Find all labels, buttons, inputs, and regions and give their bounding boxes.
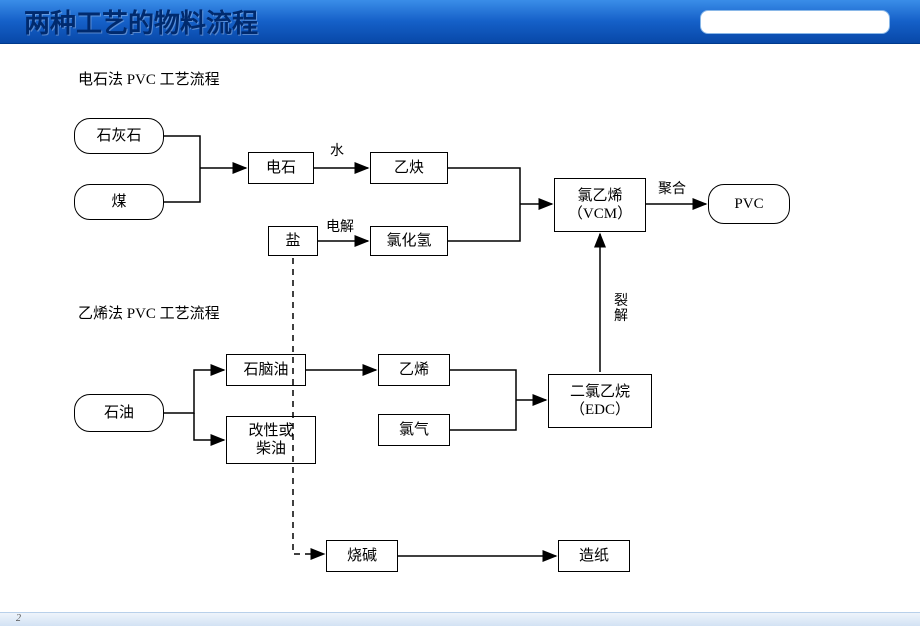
slide-title: 两种工艺的物料流程 [24, 3, 258, 40]
node-pvc: PVC [708, 184, 790, 224]
node-chlorine: 氯气 [378, 414, 450, 446]
node-modoil: 改性或 柴油 [226, 416, 316, 464]
node-limestone: 石灰石 [74, 118, 164, 154]
slide-header: 两种工艺的物料流程 [0, 0, 920, 44]
node-hcl: 氯化氢 [370, 226, 448, 256]
node-coal: 煤 [74, 184, 164, 220]
header-placeholder [700, 10, 890, 34]
node-naoh: 烧碱 [326, 540, 398, 572]
node-oil: 石油 [74, 394, 164, 432]
flowchart-diagram: 电石法 PVC 工艺流程 乙烯法 PVC 工艺流程 石灰石 煤 电石 乙炔 盐 … [0, 44, 920, 604]
node-acetylene: 乙炔 [370, 152, 448, 184]
edge-label-polymerize: 聚合 [658, 182, 686, 197]
edge-label-crack: 裂 解 [614, 294, 628, 325]
page-number: 2 [16, 613, 21, 624]
edge-label-water: 水 [330, 144, 344, 159]
edge-label-electrolysis: 电解 [326, 220, 354, 235]
node-paper: 造纸 [558, 540, 630, 572]
node-vcm: 氯乙烯 （VCM） [554, 178, 646, 232]
node-naphtha: 石脑油 [226, 354, 306, 386]
section-label-2: 乙烯法 PVC 工艺流程 [78, 302, 220, 323]
node-ethylene: 乙烯 [378, 354, 450, 386]
node-carbide: 电石 [248, 152, 314, 184]
slide-footer [0, 612, 920, 626]
node-salt: 盐 [268, 226, 318, 256]
node-edc: 二氯乙烷 （EDC） [548, 374, 652, 428]
section-label-1: 电石法 PVC 工艺流程 [78, 68, 220, 89]
